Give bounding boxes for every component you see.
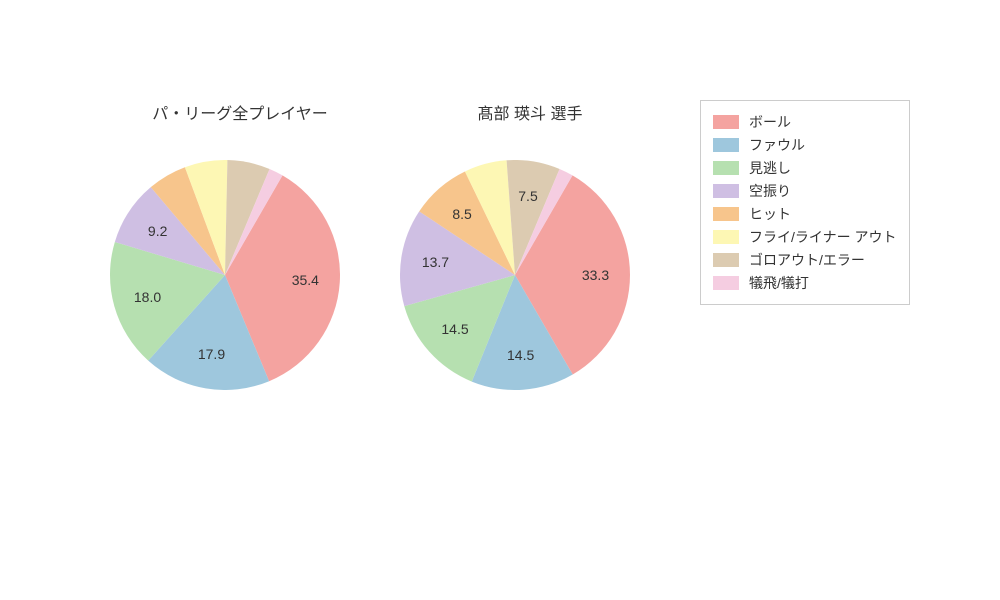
- legend-item: 犠飛/犠打: [713, 273, 897, 293]
- pie-chart-league: 35.417.918.09.2: [110, 160, 340, 390]
- legend-label: 犠飛/犠打: [749, 273, 809, 293]
- legend-swatch: [713, 276, 739, 290]
- pie-chart-player: 33.314.514.513.78.57.5: [400, 160, 630, 390]
- legend-swatch: [713, 115, 739, 129]
- legend-swatch: [713, 253, 739, 267]
- legend-item: ボール: [713, 112, 897, 132]
- legend-swatch: [713, 207, 739, 221]
- legend-swatch: [713, 230, 739, 244]
- legend-swatch: [713, 161, 739, 175]
- legend-item: ゴロアウト/エラー: [713, 250, 897, 270]
- legend-item: フライ/ライナー アウト: [713, 227, 897, 247]
- legend-item: ヒット: [713, 204, 897, 224]
- legend-swatch: [713, 184, 739, 198]
- pie-svg: [400, 160, 630, 390]
- legend-label: 空振り: [749, 181, 791, 201]
- legend-item: 見逃し: [713, 158, 897, 178]
- legend-item: ファウル: [713, 135, 897, 155]
- legend-item: 空振り: [713, 181, 897, 201]
- chart-container: パ・リーグ全プレイヤー 35.417.918.09.2 髙部 瑛斗 選手 33.…: [0, 0, 1000, 600]
- legend-label: ゴロアウト/エラー: [749, 250, 865, 270]
- legend-label: フライ/ライナー アウト: [749, 227, 897, 247]
- legend-swatch: [713, 138, 739, 152]
- legend: ボールファウル見逃し空振りヒットフライ/ライナー アウトゴロアウト/エラー犠飛/…: [700, 100, 910, 305]
- legend-label: ボール: [749, 112, 791, 132]
- legend-label: 見逃し: [749, 158, 791, 178]
- chart-title-player: 髙部 瑛斗 選手: [400, 100, 660, 124]
- chart-title-league: パ・リーグ全プレイヤー: [110, 100, 370, 124]
- pie-svg: [110, 160, 340, 390]
- legend-label: ファウル: [749, 135, 805, 155]
- legend-label: ヒット: [749, 204, 791, 224]
